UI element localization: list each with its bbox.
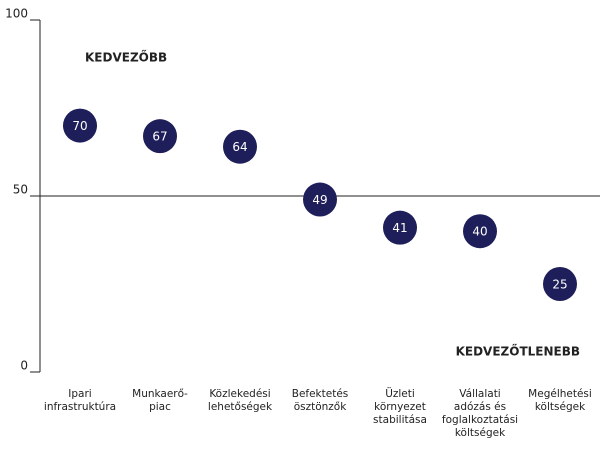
dot (63, 108, 97, 143)
dot (223, 129, 257, 164)
dot (383, 210, 417, 245)
annotation: KEDVEZŐTLENEBB (456, 344, 580, 359)
annotation: KEDVEZŐBB (85, 50, 167, 65)
dot (303, 182, 337, 217)
value-label: 49 (312, 193, 327, 207)
value-label: 70 (72, 119, 87, 133)
x-tick-label: Befektetés ösztönzők (291, 388, 349, 413)
y-tick-label: 50 (13, 183, 28, 197)
y-tick-label: 100 (5, 7, 28, 21)
x-tick-label: Megélhetési költségek (528, 388, 592, 413)
x-tick-label: Ipari infrastruktúra (43, 388, 117, 413)
value-label: 25 (552, 278, 567, 292)
x-tick-label: Munkaerő- piac (132, 388, 188, 413)
x-tick-label: Közlekedési lehetőségek (207, 388, 273, 413)
y-tick-label: 0 (20, 359, 28, 373)
value-label: 67 (152, 130, 167, 144)
x-tick-label: Üzleti környezet stabilitása (373, 388, 427, 426)
value-label: 41 (392, 221, 407, 235)
value-label: 64 (232, 140, 247, 154)
dot (543, 267, 577, 301)
dot (143, 119, 177, 154)
value-label: 40 (472, 225, 487, 239)
dot (463, 214, 497, 249)
x-tick-label: Vállalati adózás és foglalkoztatási költ… (441, 388, 519, 439)
